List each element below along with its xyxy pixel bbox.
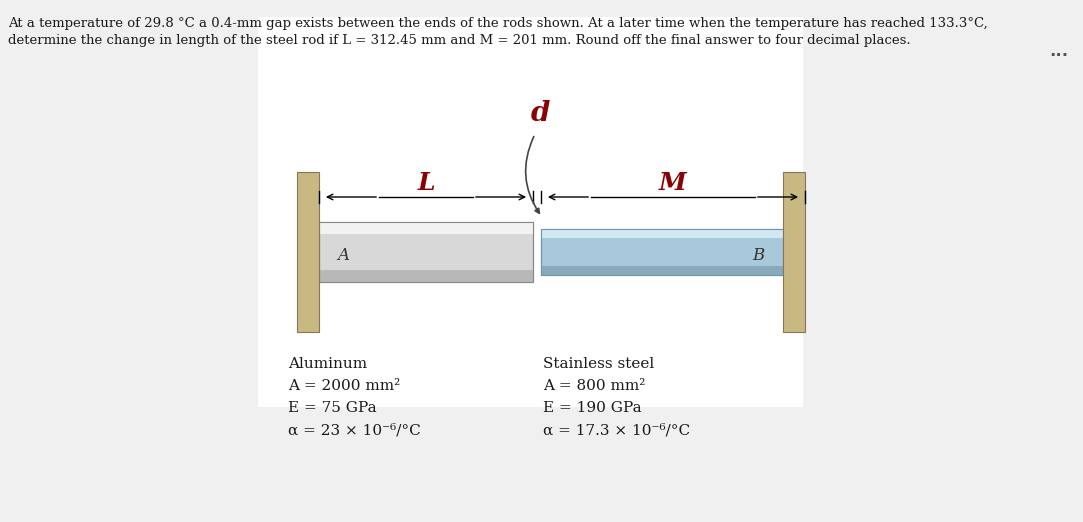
Text: α = 17.3 × 10⁻⁶/°C: α = 17.3 × 10⁻⁶/°C — [543, 423, 690, 437]
Bar — [319, 270, 533, 282]
Text: d: d — [531, 100, 550, 127]
Text: L: L — [417, 171, 434, 195]
Bar — [542, 229, 783, 275]
FancyArrowPatch shape — [525, 137, 539, 213]
Text: Stainless steel: Stainless steel — [543, 357, 654, 371]
Bar — [542, 266, 783, 275]
Bar — [319, 222, 533, 282]
Text: At a temperature of 29.8 °C a 0.4-mm gap exists between the ends of the rods sho: At a temperature of 29.8 °C a 0.4-mm gap… — [8, 17, 988, 30]
Text: A = 800 mm²: A = 800 mm² — [543, 379, 645, 393]
Text: B: B — [753, 247, 765, 265]
Text: determine the change in length of the steel rod if L = 312.45 mm and M = 201 mm.: determine the change in length of the st… — [8, 34, 911, 47]
Bar — [319, 222, 533, 234]
Text: ...: ... — [1048, 42, 1068, 60]
Text: A: A — [337, 247, 349, 265]
Bar — [542, 229, 783, 275]
Bar — [319, 222, 533, 282]
Bar — [783, 172, 805, 332]
Text: Aluminum: Aluminum — [288, 357, 367, 371]
Text: E = 75 GPa: E = 75 GPa — [288, 401, 377, 415]
Bar — [542, 229, 783, 238]
Bar — [297, 172, 319, 332]
Text: α = 23 × 10⁻⁶/°C: α = 23 × 10⁻⁶/°C — [288, 423, 421, 437]
Text: E = 190 GPa: E = 190 GPa — [543, 401, 641, 415]
Text: A = 2000 mm²: A = 2000 mm² — [288, 379, 401, 393]
Text: M: M — [660, 171, 687, 195]
Bar — [258, 17, 803, 407]
